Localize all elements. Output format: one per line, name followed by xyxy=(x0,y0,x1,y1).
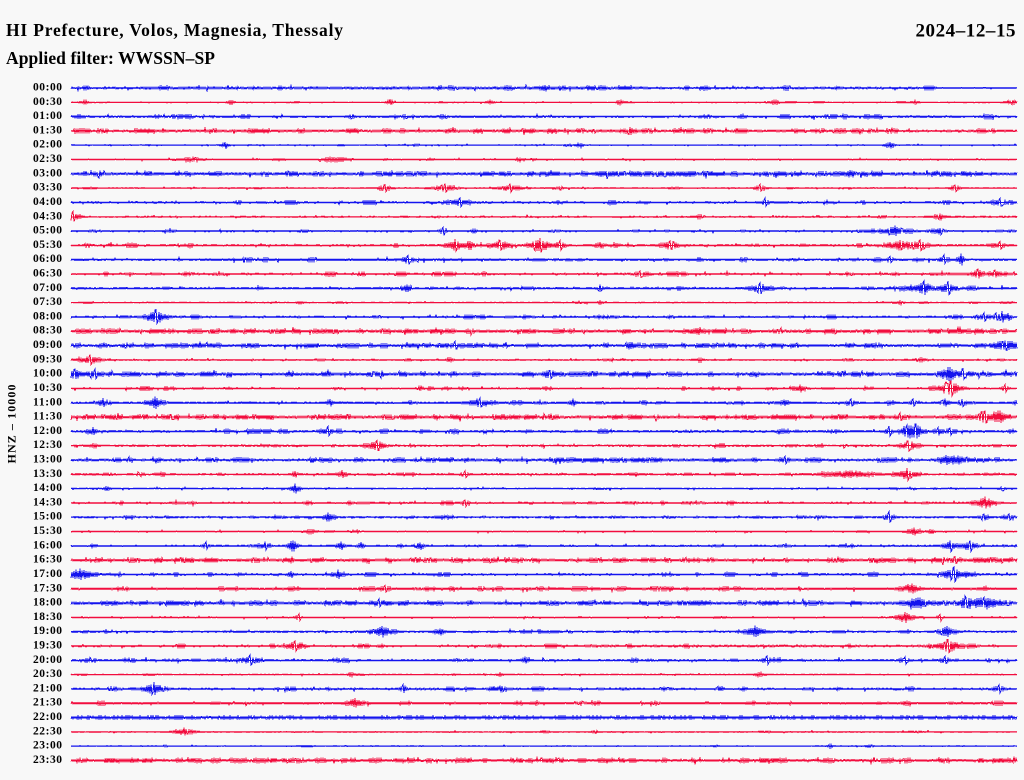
svg-text:Applied filter: WWSSN–SP: Applied filter: WWSSN–SP xyxy=(6,48,215,68)
svg-text:21:00: 21:00 xyxy=(33,683,62,695)
svg-text:18:30: 18:30 xyxy=(33,611,62,623)
svg-text:HI Prefecture, Volos, Magnesia: HI Prefecture, Volos, Magnesia, Thessaly xyxy=(6,20,343,40)
svg-text:09:00: 09:00 xyxy=(33,339,62,351)
svg-text:2024–12–15: 2024–12–15 xyxy=(916,21,1016,42)
svg-text:02:00: 02:00 xyxy=(33,139,62,151)
svg-text:19:30: 19:30 xyxy=(33,640,62,652)
svg-text:10:00: 10:00 xyxy=(33,368,62,380)
svg-text:07:30: 07:30 xyxy=(33,296,62,308)
svg-text:14:00: 14:00 xyxy=(33,482,62,494)
svg-text:04:00: 04:00 xyxy=(33,196,62,208)
svg-text:10:30: 10:30 xyxy=(33,382,62,394)
svg-text:13:00: 13:00 xyxy=(33,454,62,466)
svg-text:13:30: 13:30 xyxy=(33,468,62,480)
svg-text:12:30: 12:30 xyxy=(33,439,62,451)
svg-text:00:00: 00:00 xyxy=(33,82,62,94)
svg-text:16:00: 16:00 xyxy=(33,540,62,552)
svg-text:16:30: 16:30 xyxy=(33,554,62,566)
svg-text:17:00: 17:00 xyxy=(33,568,62,580)
svg-text:06:30: 06:30 xyxy=(33,268,62,280)
svg-text:05:00: 05:00 xyxy=(33,225,62,237)
svg-text:20:00: 20:00 xyxy=(33,654,62,666)
svg-text:08:00: 08:00 xyxy=(33,311,62,323)
svg-text:01:00: 01:00 xyxy=(33,110,62,122)
svg-text:15:00: 15:00 xyxy=(33,511,62,523)
svg-text:12:00: 12:00 xyxy=(33,425,62,437)
svg-text:03:30: 03:30 xyxy=(33,182,62,194)
svg-text:08:30: 08:30 xyxy=(33,325,62,337)
svg-text:02:30: 02:30 xyxy=(33,153,62,165)
svg-text:22:30: 22:30 xyxy=(33,726,62,738)
svg-text:21:30: 21:30 xyxy=(33,697,62,709)
svg-text:18:00: 18:00 xyxy=(33,597,62,609)
svg-text:05:30: 05:30 xyxy=(33,239,62,251)
svg-text:04:30: 04:30 xyxy=(33,211,62,223)
svg-text:11:00: 11:00 xyxy=(33,397,62,409)
svg-text:20:30: 20:30 xyxy=(33,668,62,680)
svg-text:07:00: 07:00 xyxy=(33,282,62,294)
svg-text:17:30: 17:30 xyxy=(33,583,62,595)
svg-text:23:30: 23:30 xyxy=(33,754,62,766)
svg-text:06:00: 06:00 xyxy=(33,253,62,265)
svg-text:15:30: 15:30 xyxy=(33,525,62,537)
svg-text:19:00: 19:00 xyxy=(33,625,62,637)
svg-text:14:30: 14:30 xyxy=(33,497,62,509)
svg-text:09:30: 09:30 xyxy=(33,354,62,366)
svg-text:00:30: 00:30 xyxy=(33,96,62,108)
svg-text:HNZ – 10000: HNZ – 10000 xyxy=(5,385,19,464)
svg-text:22:00: 22:00 xyxy=(33,711,62,723)
svg-text:03:00: 03:00 xyxy=(33,168,62,180)
svg-text:23:00: 23:00 xyxy=(33,740,62,752)
svg-text:11:30: 11:30 xyxy=(33,411,62,423)
svg-text:01:30: 01:30 xyxy=(33,125,62,137)
